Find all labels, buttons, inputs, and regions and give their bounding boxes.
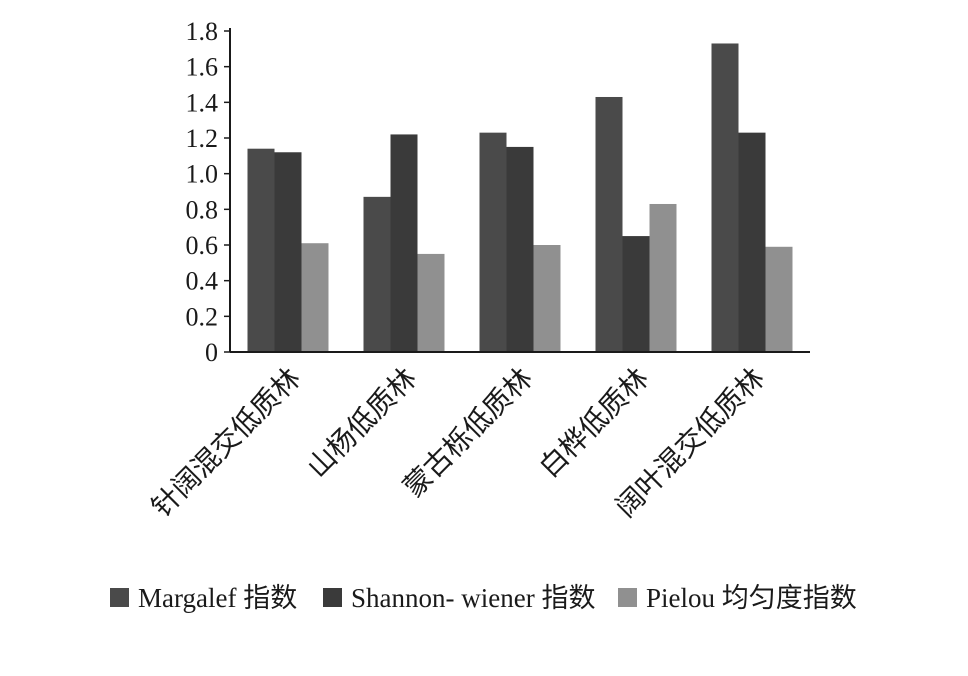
bar xyxy=(301,243,329,352)
legend-label: Margalef 指数 xyxy=(138,583,297,613)
bar xyxy=(622,236,650,352)
y-tick-label: 0.2 xyxy=(186,302,219,331)
y-tick-label: 1.4 xyxy=(186,88,219,117)
y-tick-label: 1.2 xyxy=(186,124,219,153)
legend-swatch xyxy=(110,588,129,607)
y-axis: 0 0.2 0.4 0.6 0.8 1.0 1.2 1.4 1.6 1.8 xyxy=(186,17,231,367)
y-tick-label: 0 xyxy=(205,338,218,367)
bar xyxy=(247,148,275,352)
bar xyxy=(479,132,507,352)
bar xyxy=(417,253,445,352)
x-tick-label: 白桦低质林 xyxy=(533,362,655,484)
y-tick-label: 0.6 xyxy=(186,231,219,260)
y-tick-label: 0.4 xyxy=(186,267,219,296)
y-tick-label: 1.0 xyxy=(186,160,219,189)
bar xyxy=(390,134,418,352)
bar xyxy=(738,132,766,352)
bars xyxy=(247,43,793,352)
bar xyxy=(533,245,561,352)
legend-label: Pielou 均匀度指数 xyxy=(646,583,857,613)
bar xyxy=(506,146,534,352)
bar xyxy=(363,196,391,352)
legend-swatch xyxy=(323,588,342,607)
legend: Margalef 指数 Shannon- wiener 指数 Pielou 均匀度指… xyxy=(110,583,857,613)
legend-label: Shannon- wiener 指数 xyxy=(351,583,595,613)
legend-swatch xyxy=(618,588,637,607)
x-tick-label: 山杨低质林 xyxy=(301,362,423,484)
y-tick-label: 0.8 xyxy=(186,195,219,224)
x-tick-label: 针阔混交低质林 xyxy=(146,362,307,523)
bar xyxy=(595,96,623,352)
bar xyxy=(711,43,739,352)
y-tick-label: 1.6 xyxy=(186,53,219,82)
bar xyxy=(274,152,302,352)
bar xyxy=(765,246,793,352)
y-tick-label: 1.8 xyxy=(186,17,219,46)
bar xyxy=(649,203,677,352)
